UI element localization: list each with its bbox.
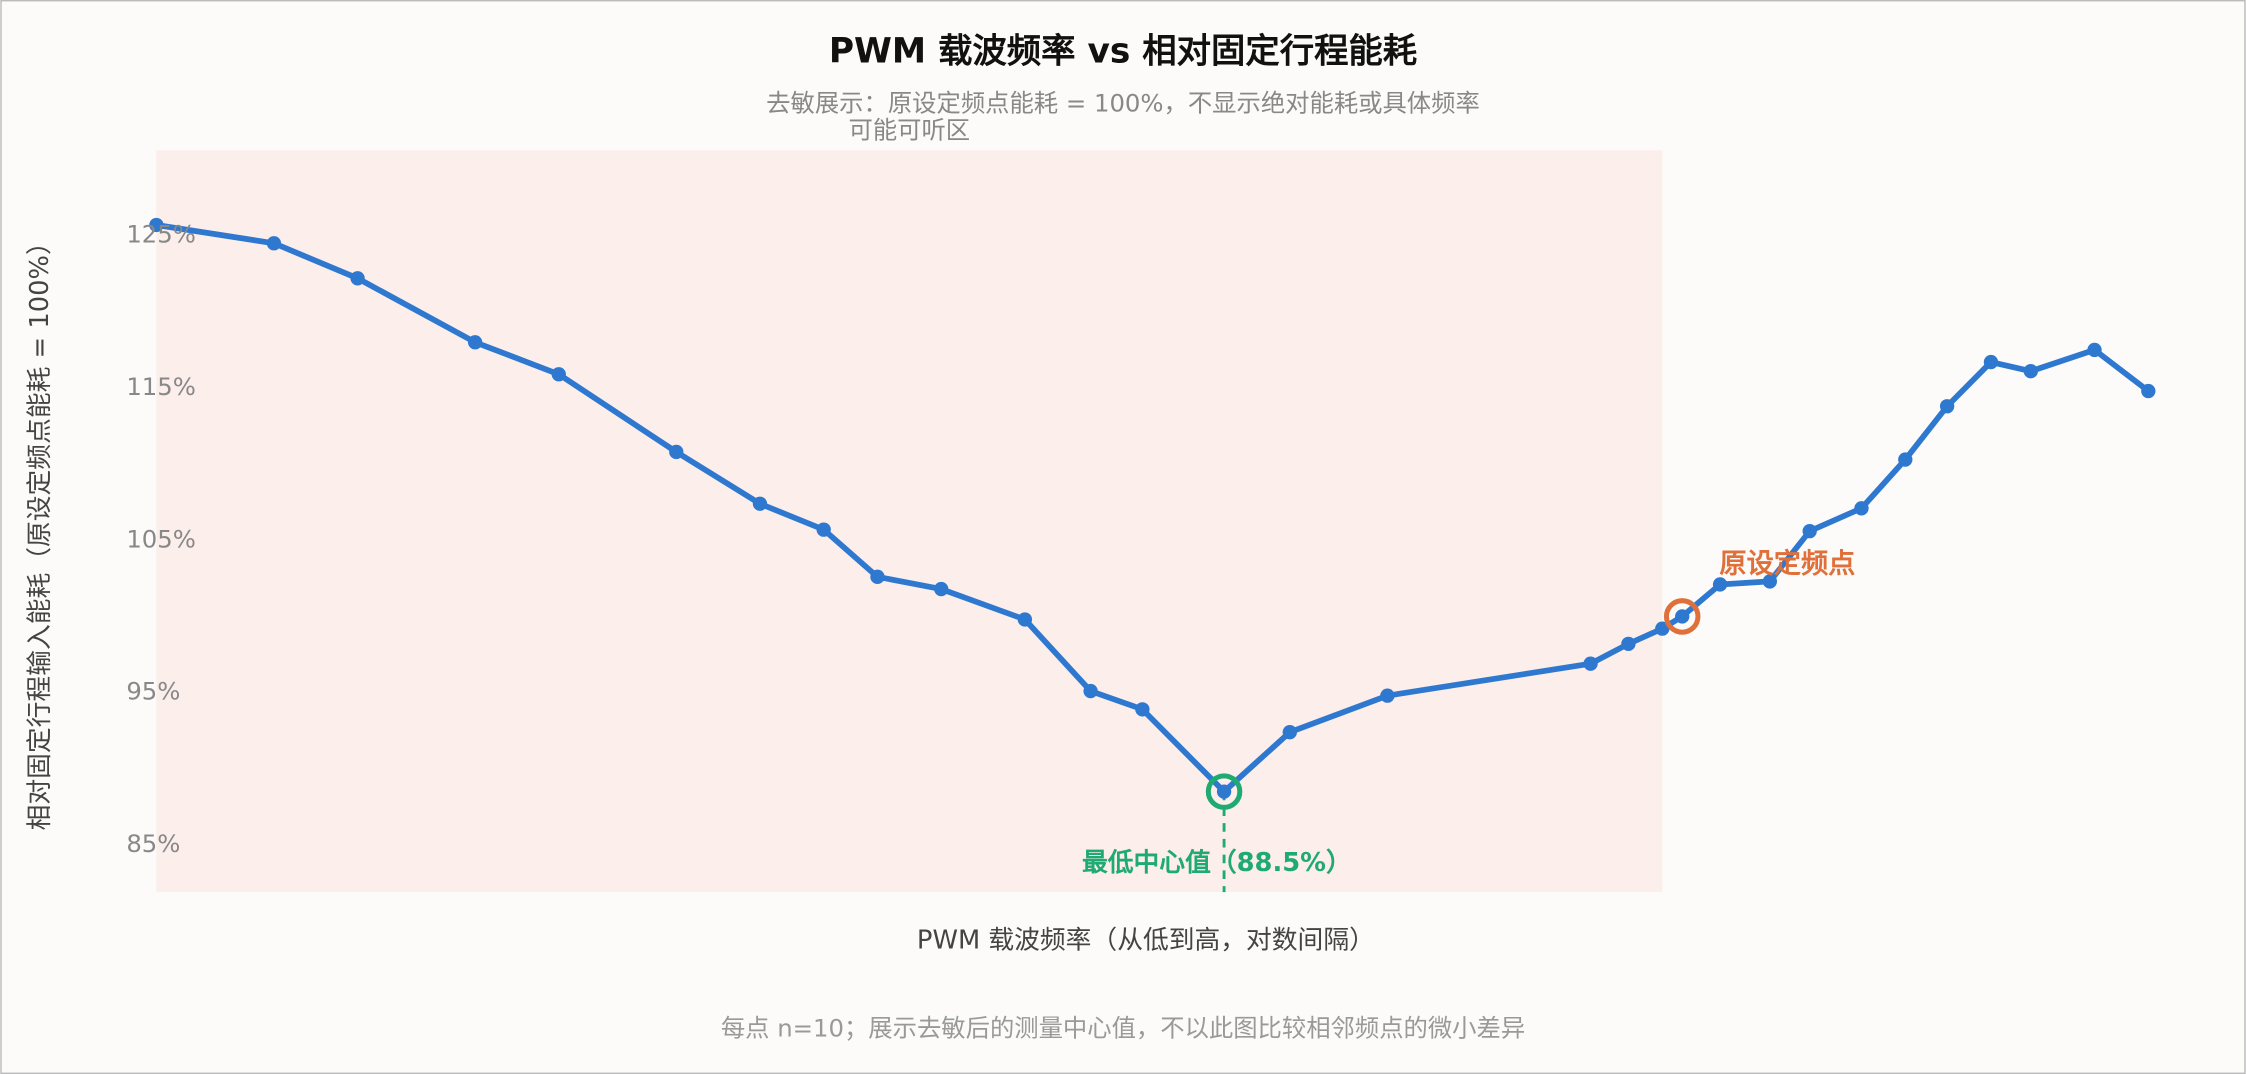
audible-region xyxy=(156,150,1663,893)
data-point xyxy=(1083,683,1098,699)
data-point xyxy=(2141,383,2156,399)
chart-subtitle: 去敏展示：原设定频点能耗 = 100%，不显示绝对能耗或具体频率 xyxy=(766,89,1480,118)
data-point xyxy=(149,217,164,233)
annotation: 最低中心值（88.5%） xyxy=(1082,848,1352,878)
y-tick-label: 105% xyxy=(126,524,196,553)
data-point xyxy=(266,236,282,251)
data-point xyxy=(2087,342,2102,358)
highlight-ring xyxy=(1663,598,1701,635)
data-point xyxy=(752,496,768,511)
data-point xyxy=(1854,501,1869,516)
data-point xyxy=(1621,636,1636,652)
data-point xyxy=(551,367,566,382)
data-point xyxy=(467,335,483,350)
y-tick-label: 125% xyxy=(126,220,196,249)
annotation: 原设定频点 xyxy=(1719,547,1855,579)
data-point xyxy=(1017,612,1033,627)
data-point xyxy=(2023,364,2038,379)
data-point xyxy=(1712,577,1728,592)
y-tick-label: 95% xyxy=(126,677,180,706)
x-axis-label: PWM 载波频率（从低到高，对数间隔） xyxy=(917,925,1375,955)
footnote: 每点 n=10；展示去敏后的测量中心值，不以此图比较相邻频点的微小差异 xyxy=(721,1014,1525,1043)
data-point xyxy=(1282,725,1297,740)
data-point xyxy=(1216,784,1232,799)
data-point xyxy=(1939,399,1955,414)
highlight-ring xyxy=(1205,773,1243,810)
data-point xyxy=(1983,354,1999,370)
data-point xyxy=(1898,452,1913,467)
data-point xyxy=(1380,688,1395,703)
data-point xyxy=(1762,574,1778,589)
data-point xyxy=(1583,656,1598,671)
data-point xyxy=(1655,621,1670,636)
plot-area xyxy=(149,150,2156,893)
data-point xyxy=(934,581,949,597)
series-line xyxy=(155,222,2151,795)
y-tick-label: 115% xyxy=(126,372,196,401)
y-tick-label: 85% xyxy=(126,829,180,858)
data-point xyxy=(669,444,684,460)
data-point xyxy=(816,522,831,537)
chart-title: PWM 载波频率 vs 相对固定行程能耗 xyxy=(829,31,1417,71)
data-point xyxy=(870,569,885,585)
y-axis-label: 相对固定行程输入能耗（原设定频点能耗 = 100%） xyxy=(25,229,55,830)
region-label: 可能可听区 xyxy=(849,116,971,145)
data-point xyxy=(1675,609,1690,624)
data-point xyxy=(350,271,365,286)
data-point xyxy=(1135,702,1150,717)
data-point xyxy=(1802,523,1817,539)
